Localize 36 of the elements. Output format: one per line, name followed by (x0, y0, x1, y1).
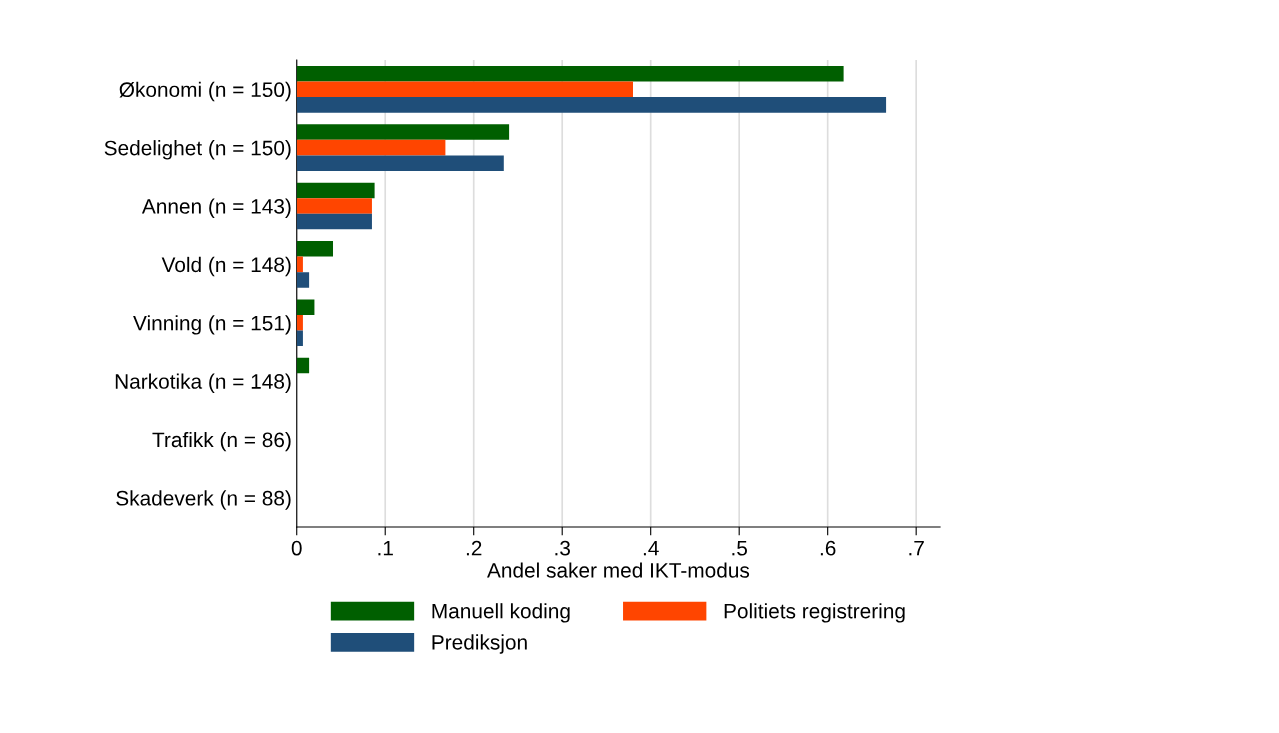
y-tick-label: Økonomi (n = 150) (119, 81, 291, 102)
legend-label: Prediksjon (432, 634, 527, 654)
legend-label: Manuell koding (432, 603, 570, 623)
y-tick-label: Vold (n = 148) (161, 256, 291, 277)
bar (296, 299, 315, 315)
bar (296, 272, 310, 288)
y-tick-label: Annen (n = 143) (141, 198, 291, 218)
x-tick-label: .2 (466, 540, 482, 556)
x-tick-label: .3 (555, 540, 570, 556)
y-tick-label: Vinning (n = 151) (133, 315, 291, 335)
bar (296, 213, 372, 230)
bar (296, 330, 303, 347)
bar (296, 241, 334, 257)
x-axis-title: Andel saker med IKT-modus (487, 562, 750, 578)
bar (296, 124, 510, 140)
bar (296, 357, 310, 374)
bar (296, 81, 633, 98)
y-tick-label: Sedelighet (n = 150) (104, 140, 291, 160)
bar (296, 155, 504, 171)
bar (296, 139, 446, 156)
legend-label: Politiets registrering (724, 603, 905, 623)
bar (296, 182, 375, 199)
x-tick-label: 0 (291, 540, 302, 556)
y-tick-label: Skadeverk (n = 88) (116, 490, 291, 510)
y-tick-label: Trafikk (n = 86) (152, 431, 291, 452)
bar (296, 256, 303, 273)
x-tick-label: .7 (909, 540, 924, 556)
x-tick-label: .6 (820, 540, 836, 556)
x-tick-label: .1 (378, 540, 393, 556)
bar (296, 198, 372, 214)
bar (296, 97, 887, 113)
x-tick-label: .4 (643, 540, 659, 556)
x-tick-label: .5 (732, 540, 747, 556)
bar (296, 65, 844, 82)
bar (296, 314, 303, 331)
y-tick-label: Narkotika (n = 148) (115, 373, 291, 393)
